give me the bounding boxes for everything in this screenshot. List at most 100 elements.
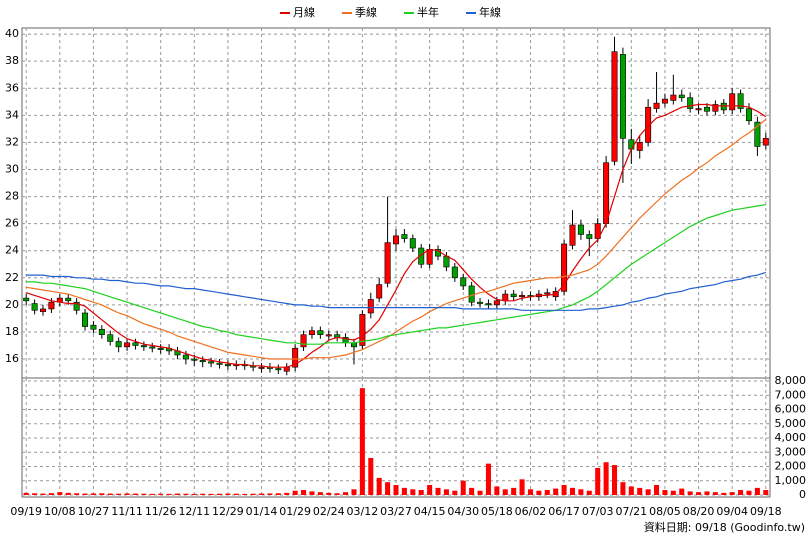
volume-bar (174, 493, 181, 495)
candle-body (199, 360, 206, 363)
candle-body (23, 297, 30, 302)
volume-bar (200, 493, 206, 495)
y-tick-label: 18 (5, 325, 19, 338)
volume-bar (368, 457, 374, 495)
moving-average-line (26, 103, 767, 368)
candle-body (208, 361, 215, 364)
candle-body (485, 303, 492, 306)
volume-bar (418, 490, 424, 495)
legend-label: 年線 (479, 5, 501, 19)
candle-body (132, 342, 139, 346)
y2-tick-label: 3,000 (775, 445, 807, 458)
candle-body (678, 94, 685, 99)
candle-body (586, 234, 593, 239)
candle-body (636, 142, 643, 151)
volume-bar (696, 492, 702, 495)
candle-body (115, 341, 122, 348)
candle-body (31, 303, 38, 311)
y-tick-label: 34 (5, 108, 19, 121)
candle-body (300, 334, 307, 348)
volume-bar (620, 482, 626, 495)
volume-bar (477, 490, 483, 495)
x-tick-label: 03/12 (347, 505, 379, 518)
y2-tick-label: 7,000 (775, 388, 807, 401)
candle-body (703, 106, 710, 112)
candle-body (325, 334, 332, 337)
candle-body (292, 347, 299, 368)
volume-bar (284, 492, 290, 495)
volume-bar (317, 492, 323, 495)
candle-body (477, 301, 484, 304)
candle-body (367, 299, 374, 314)
candle-body (426, 249, 433, 265)
y-tick-label: 26 (5, 217, 19, 230)
candle-body (737, 93, 744, 109)
candle-body (308, 330, 315, 335)
volume-bar (427, 485, 433, 495)
candle-body (317, 330, 324, 335)
y2-tick-label: 5,000 (775, 417, 807, 430)
y-tick-label: 20 (5, 298, 19, 311)
x-tick-label: 03/27 (380, 505, 412, 518)
y-tick-label: 28 (5, 190, 19, 203)
y-tick-label: 40 (5, 27, 19, 40)
volume-bar (712, 492, 718, 495)
x-tick-label: 08/05 (649, 505, 681, 518)
candle-body (762, 138, 769, 146)
volume-bar (561, 485, 567, 495)
x-tick-label: 09/04 (716, 505, 748, 518)
volume-bar (385, 482, 391, 495)
volume-bar (611, 465, 618, 495)
volume-bar (670, 490, 676, 495)
volume-bar (536, 490, 542, 495)
volume-bar (763, 490, 769, 495)
x-tick-label: 07/03 (582, 505, 614, 518)
x-tick-label: 06/17 (548, 505, 580, 518)
candle-body (40, 308, 47, 312)
volume-bar (527, 489, 533, 495)
moving-average-line (26, 271, 766, 311)
volume-bar (410, 489, 416, 495)
candle-body (107, 334, 114, 342)
volume-bar (603, 462, 609, 495)
y2-tick-label: 6,000 (775, 403, 807, 416)
volume-bar (57, 492, 63, 495)
candle-body (224, 364, 231, 367)
volume-bar (469, 487, 475, 495)
moving-average-line (26, 204, 766, 345)
volume-bar (107, 493, 113, 495)
volume-bar (242, 493, 248, 495)
candle-body (594, 223, 601, 239)
volume-bar (99, 493, 105, 495)
x-tick-label: 07/21 (615, 505, 647, 518)
volume-bar (158, 493, 164, 495)
candle-body (561, 243, 568, 292)
volume-bar (393, 485, 399, 495)
candle-body (493, 300, 500, 306)
volume-bar (183, 493, 189, 495)
volume-bar (544, 490, 550, 495)
legend-label: 半年 (417, 5, 439, 19)
volume-bar (628, 486, 634, 495)
candle-body (258, 366, 265, 369)
volume-bar (191, 493, 197, 495)
volume-bar (494, 486, 500, 495)
candle-body (275, 368, 282, 371)
candle-body (149, 346, 156, 349)
candle-body (653, 102, 660, 109)
x-tick-label: 10/08 (44, 505, 76, 518)
candle-body (460, 277, 467, 287)
candle-body (544, 292, 551, 295)
volume-bar (149, 493, 155, 495)
x-tick-label: 10/27 (78, 505, 110, 518)
candle-body (124, 342, 131, 348)
volume-bar (452, 490, 458, 495)
volume-bar (351, 489, 357, 495)
volume-bar (569, 487, 576, 495)
volume-bar (519, 479, 525, 495)
x-tick-label: 12/11 (178, 505, 210, 518)
candle-body (409, 238, 416, 249)
y-tick-label: 24 (5, 244, 19, 257)
volume-bar (553, 488, 559, 495)
